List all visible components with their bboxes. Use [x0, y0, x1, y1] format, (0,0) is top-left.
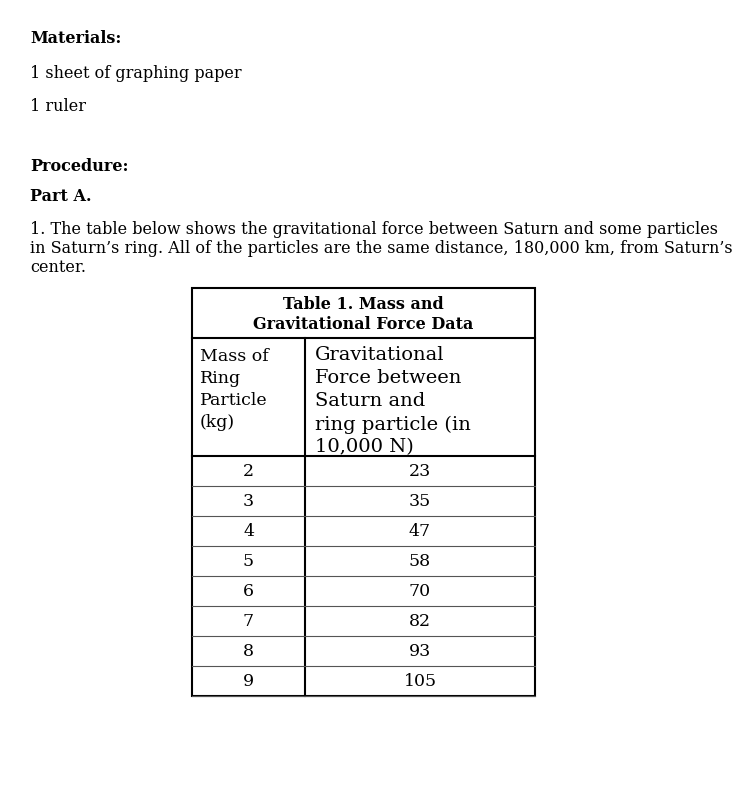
Text: Materials:: Materials: [30, 30, 122, 47]
Text: Particle: Particle [200, 392, 268, 409]
Text: Mass of: Mass of [200, 348, 268, 365]
Text: ring particle (in: ring particle (in [315, 415, 471, 434]
Text: 1. The table below shows the gravitational force between Saturn and some particl: 1. The table below shows the gravitation… [30, 222, 718, 238]
Text: 58: 58 [409, 553, 431, 570]
Text: 1 sheet of graphing paper: 1 sheet of graphing paper [30, 65, 242, 82]
Text: 8: 8 [243, 643, 254, 660]
Text: 3: 3 [243, 493, 254, 510]
Text: 10,000 N): 10,000 N) [315, 439, 414, 456]
Text: Gravitational: Gravitational [315, 346, 445, 364]
Text: Ring: Ring [200, 371, 242, 387]
Text: Force between: Force between [315, 369, 461, 387]
Text: 70: 70 [409, 583, 431, 600]
Text: 6: 6 [243, 583, 254, 600]
Text: Saturn and: Saturn and [315, 392, 425, 410]
Text: Part A.: Part A. [30, 188, 92, 205]
Text: 5: 5 [243, 553, 254, 570]
Text: 9: 9 [243, 673, 254, 690]
Text: 2: 2 [243, 463, 254, 480]
Text: Gravitational Force Data: Gravitational Force Data [254, 316, 474, 333]
Text: center.: center. [30, 260, 86, 276]
Text: 93: 93 [409, 643, 431, 660]
Text: in Saturn’s ring. All of the particles are the same distance, 180,000 km, from S: in Saturn’s ring. All of the particles a… [30, 241, 733, 257]
Text: (kg): (kg) [200, 414, 236, 432]
Text: Procedure:: Procedure: [30, 158, 128, 174]
Text: 35: 35 [409, 493, 431, 510]
Bar [192, 288, 535, 696]
Text: 47: 47 [409, 523, 431, 540]
Text: 105: 105 [404, 673, 436, 690]
Text: 23: 23 [409, 463, 431, 480]
Text: 82: 82 [409, 613, 431, 630]
Text: 1 ruler: 1 ruler [30, 98, 86, 115]
Text: Table 1. Mass and: Table 1. Mass and [284, 296, 444, 314]
Text: 7: 7 [243, 613, 254, 630]
Text: 4: 4 [243, 523, 254, 540]
